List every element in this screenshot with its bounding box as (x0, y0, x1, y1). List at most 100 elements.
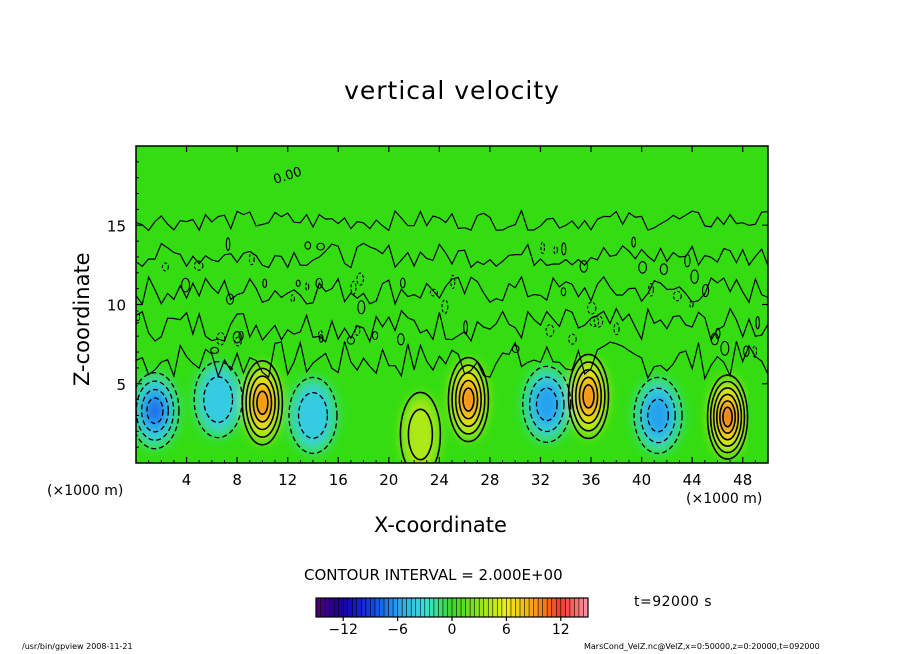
small-contour (463, 320, 468, 335)
colorbar-segment (551, 598, 557, 617)
small-contour (357, 300, 366, 315)
small-contour (593, 315, 604, 328)
colorbar-segment (402, 598, 407, 617)
colorbar-segment (447, 598, 453, 617)
time-label: t=92000 s (634, 594, 712, 610)
updraft-contour (715, 393, 740, 441)
colorbar-segment (510, 598, 516, 617)
x-tick-label: 12 (278, 471, 297, 489)
colorbar-segment (501, 598, 507, 617)
small-contour (136, 310, 141, 324)
colorbar-segment (565, 598, 571, 617)
updraft-contour (407, 408, 434, 461)
colorbar-segment (347, 598, 353, 617)
updraft-contour (256, 390, 269, 416)
colorbar-tick-label: 12 (551, 622, 570, 638)
x-tick-label: 16 (329, 471, 348, 489)
footer-right: MarsCond_VelZ.nc@VelZ,x=0:50000,z=0:2000… (584, 642, 820, 651)
updraft-contour (578, 376, 599, 417)
downdraft-contour (136, 372, 180, 450)
downdraft-contour (647, 398, 669, 433)
colorbar-segment (361, 598, 367, 617)
small-contour (441, 299, 449, 314)
small-contour (354, 324, 361, 336)
small-contour (743, 345, 750, 357)
updraft-contour (447, 356, 490, 443)
updraft-contour (567, 353, 610, 440)
colorbar-segment (452, 598, 457, 617)
x-tick-label: 8 (232, 471, 242, 489)
small-contour (318, 330, 323, 340)
downdraft-contour (140, 388, 169, 433)
colorbar-segment (352, 598, 358, 617)
small-contour (161, 262, 169, 272)
colorbar-tick-label: −12 (328, 622, 358, 638)
colorbar-segment (365, 598, 371, 617)
small-contour (225, 237, 231, 252)
small-contour (290, 294, 295, 303)
small-contour (690, 269, 699, 284)
updraft-contour (252, 382, 273, 423)
colorbar-segment (397, 598, 403, 617)
small-contour (568, 333, 577, 345)
downdraft-contour (633, 376, 683, 455)
colorbar-segment (520, 598, 525, 617)
contour-lines: 0.00 (136, 165, 768, 463)
colorbar-segment (406, 598, 412, 617)
small-contour (232, 331, 242, 344)
small-contour (316, 242, 325, 251)
updraft-contour (571, 361, 606, 432)
downdraft-fill (644, 394, 672, 437)
colorbar-segment (474, 598, 480, 617)
updraft-contour (582, 384, 595, 409)
small-contour (540, 241, 545, 254)
updraft-contour (458, 379, 479, 420)
updraft-fill (722, 407, 733, 427)
small-contour (180, 277, 191, 293)
small-contour (553, 245, 558, 255)
small-contour (429, 288, 438, 297)
small-contour (752, 345, 758, 358)
x-tick-label: 48 (733, 471, 752, 489)
downdraft-fill (533, 383, 561, 426)
colorbar-segment (492, 598, 498, 617)
small-contour (216, 332, 226, 346)
small-contour (356, 272, 364, 286)
x-tick-label: 44 (683, 471, 702, 489)
small-contour (720, 340, 730, 356)
colorbar-segment (411, 598, 417, 617)
downdraft-contour (146, 397, 164, 425)
updraft-contour (574, 368, 603, 424)
colorbar (315, 597, 589, 621)
colorbar-segment (524, 598, 530, 617)
y-axis-label: Z-coordinate (70, 252, 94, 386)
zero-contour (136, 275, 768, 306)
updraft-contour (454, 372, 482, 428)
colorbar-segment (578, 598, 584, 617)
small-contour (587, 301, 597, 315)
colorbar-segment (456, 598, 462, 617)
x-tick-label: 28 (480, 471, 499, 489)
updraft-contour (709, 380, 746, 454)
colorbar-segment (334, 598, 339, 617)
downdraft-contour (522, 365, 572, 444)
downdraft-fill (146, 398, 163, 424)
downdraft-contour (535, 387, 558, 422)
velocity-field (136, 146, 768, 463)
small-contour (631, 236, 637, 248)
small-contour (561, 242, 567, 256)
colorbar-segment (533, 598, 539, 617)
downdraft-contour (288, 376, 338, 455)
updraft-contour (719, 400, 737, 434)
small-contour (545, 324, 555, 337)
small-contour (315, 277, 323, 289)
small-contour (371, 330, 379, 341)
small-contour (511, 344, 520, 354)
downdraft-contour (529, 376, 565, 433)
zero-contour (136, 340, 768, 381)
small-contour (755, 315, 760, 330)
colorbar-segment (538, 598, 543, 617)
x-tick-label: 32 (531, 471, 550, 489)
x-tick-label: 36 (581, 471, 600, 489)
